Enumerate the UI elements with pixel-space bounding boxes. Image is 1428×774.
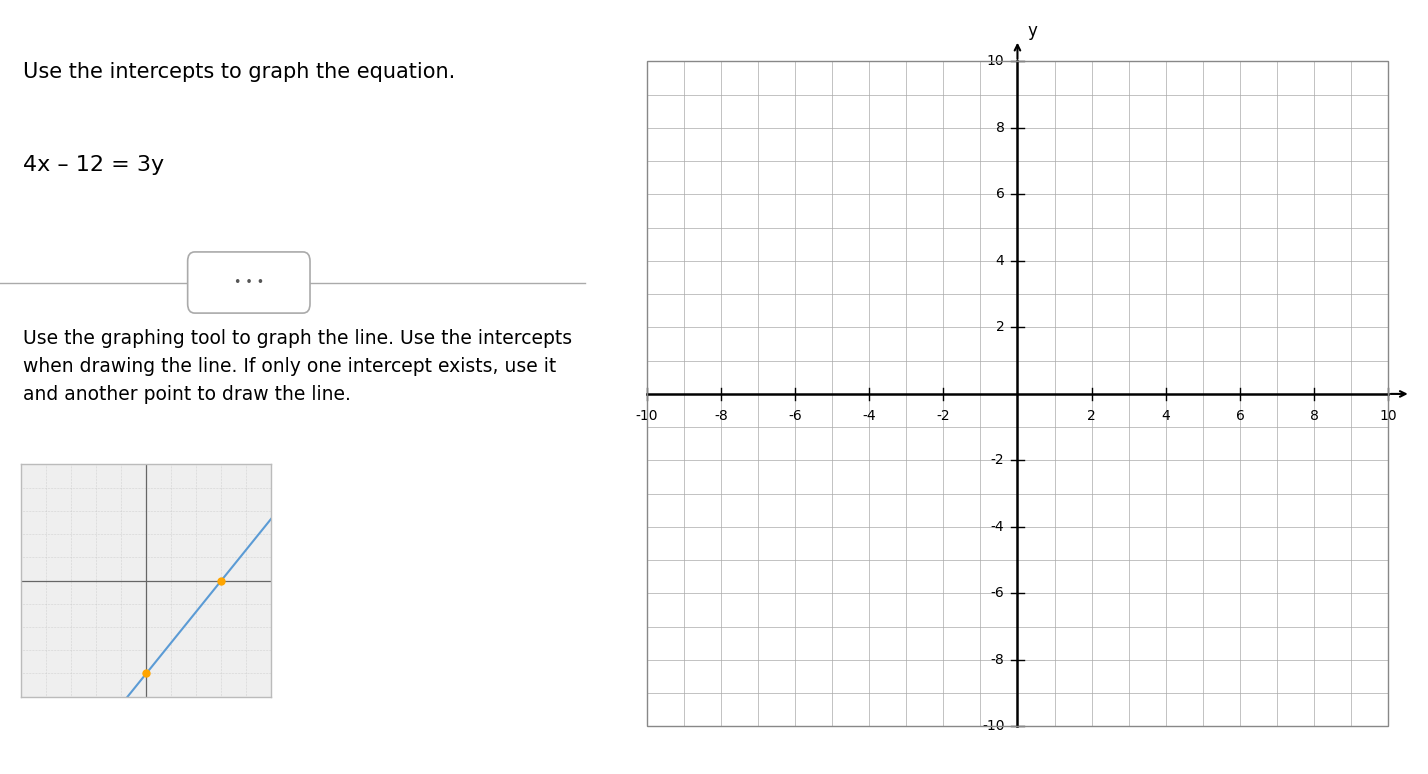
Text: 8: 8 (995, 121, 1004, 135)
Text: -10: -10 (982, 719, 1004, 734)
Text: 10: 10 (987, 54, 1004, 68)
Text: Use the intercepts to graph the equation.: Use the intercepts to graph the equation… (23, 62, 456, 82)
Text: -4: -4 (863, 409, 875, 423)
Text: 4: 4 (1161, 409, 1170, 423)
Text: -8: -8 (991, 653, 1004, 667)
Text: Use the graphing tool to graph the line. Use the intercepts
when drawing the lin: Use the graphing tool to graph the line.… (23, 329, 573, 404)
Text: 2: 2 (1087, 409, 1097, 423)
Text: Click to
enlarge
graph: Click to enlarge graph (167, 495, 236, 566)
Text: 6: 6 (995, 187, 1004, 201)
Text: y: y (1028, 22, 1038, 39)
Text: 6: 6 (1235, 409, 1244, 423)
Text: 10: 10 (1379, 409, 1397, 423)
Text: -8: -8 (714, 409, 728, 423)
Text: 2: 2 (995, 320, 1004, 334)
Text: -6: -6 (788, 409, 801, 423)
Text: -4: -4 (991, 520, 1004, 534)
Text: -6: -6 (991, 587, 1004, 601)
Text: • • •: • • • (234, 276, 264, 289)
Text: 4x – 12 = 3y: 4x – 12 = 3y (23, 155, 164, 175)
FancyBboxPatch shape (187, 252, 310, 313)
Text: 4: 4 (995, 254, 1004, 268)
Text: -2: -2 (991, 454, 1004, 467)
Text: 8: 8 (1309, 409, 1318, 423)
Text: -10: -10 (635, 409, 658, 423)
Text: -2: -2 (937, 409, 950, 423)
